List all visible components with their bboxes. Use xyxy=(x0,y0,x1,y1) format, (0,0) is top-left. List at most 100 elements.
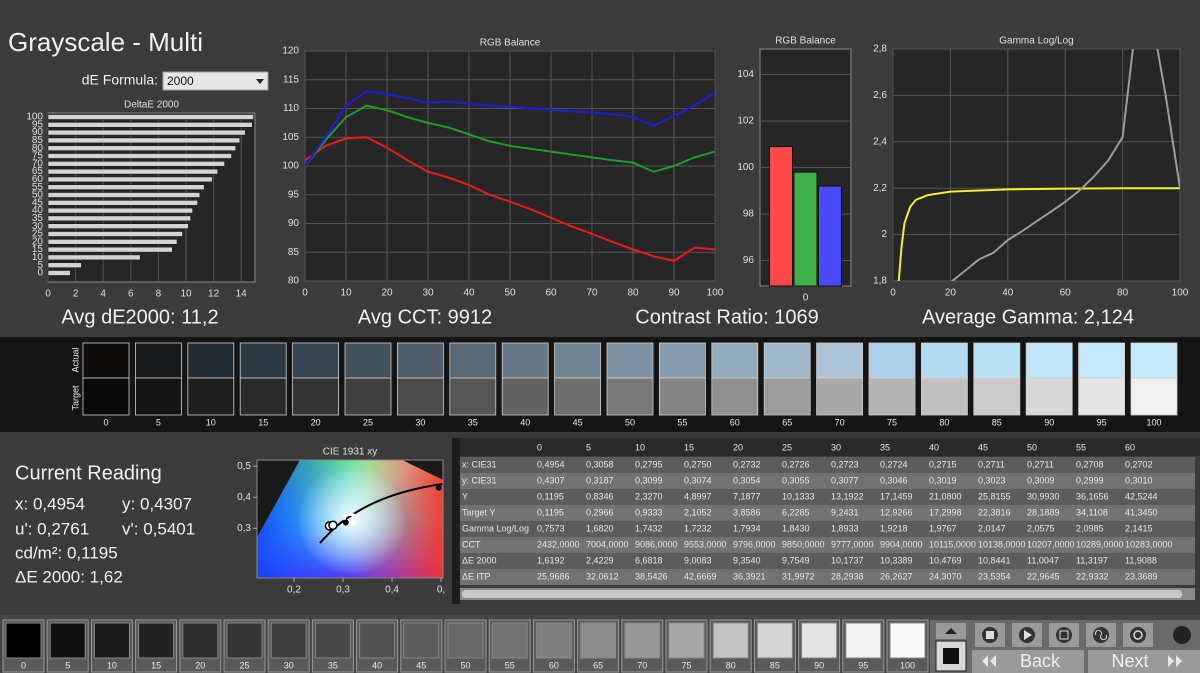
target-swatch xyxy=(711,377,759,416)
next-label[interactable]: Next xyxy=(1111,651,1148,671)
patch-color[interactable] xyxy=(226,622,263,659)
patch-label[interactable]: 20 xyxy=(195,660,205,670)
patch-label[interactable]: 30 xyxy=(284,660,294,670)
table-cell: 2,3270 xyxy=(635,491,663,501)
patch-label[interactable]: 45 xyxy=(416,660,426,670)
patch-button[interactable]: 70 xyxy=(621,619,664,673)
patch-button[interactable]: 40 xyxy=(356,619,399,673)
patch-color[interactable] xyxy=(314,622,351,659)
patch-label[interactable]: 85 xyxy=(770,660,780,670)
dropdown-value[interactable]: 2000 xyxy=(167,74,194,88)
patch-color[interactable] xyxy=(624,622,661,659)
patch-label[interactable]: 100 xyxy=(900,660,915,670)
patch-color[interactable] xyxy=(403,622,440,659)
patch-label[interactable]: 40 xyxy=(372,660,382,670)
patch-button[interactable]: 0 xyxy=(2,619,45,673)
patch-color[interactable] xyxy=(845,622,882,659)
patch-button[interactable]: 10 xyxy=(90,619,133,673)
patch-button[interactable]: 5 xyxy=(46,619,89,673)
actual-swatch xyxy=(239,342,287,379)
bar xyxy=(47,270,71,276)
patch-label[interactable]: 0 xyxy=(21,660,26,670)
table-row xyxy=(460,489,1195,505)
patch-color[interactable] xyxy=(182,622,219,659)
table-header-bg xyxy=(460,438,1200,456)
patch-button[interactable]: 65 xyxy=(577,619,620,673)
actual-swatch xyxy=(292,342,340,379)
table-cell: 4,8997 xyxy=(684,491,712,501)
patch-label[interactable]: 5 xyxy=(65,660,70,670)
patch-button[interactable]: 100 xyxy=(886,619,929,673)
patch-button[interactable]: 35 xyxy=(311,619,354,673)
patch-label[interactable]: 80 xyxy=(726,660,736,670)
patch-label[interactable]: 75 xyxy=(681,660,691,670)
table-cell: 9,7549 xyxy=(782,555,810,565)
formula-dropdown[interactable]: 2000 xyxy=(162,71,269,91)
patch-color[interactable] xyxy=(270,622,307,659)
x-tick-label: 0 xyxy=(45,289,51,300)
patch-button[interactable]: 45 xyxy=(400,619,443,673)
patch-button[interactable]: 95 xyxy=(842,619,885,673)
patch-color[interactable] xyxy=(889,622,926,659)
patch-color[interactable] xyxy=(668,622,705,659)
patch-button[interactable]: 85 xyxy=(753,619,796,673)
patch-button[interactable]: 90 xyxy=(798,619,841,673)
patch-label[interactable]: 70 xyxy=(637,660,647,670)
patch-color[interactable] xyxy=(49,622,86,659)
patch-label[interactable]: 25 xyxy=(239,660,249,670)
patch-button[interactable]: 50 xyxy=(444,619,487,673)
x-tick-label: 0, xyxy=(437,585,445,596)
patch-color[interactable] xyxy=(535,622,572,659)
patch-color[interactable] xyxy=(712,622,749,659)
patch-label[interactable]: 10 xyxy=(107,660,117,670)
scrollbar-thumb[interactable] xyxy=(462,590,1182,598)
actual-swatch xyxy=(816,342,863,379)
target-swatch xyxy=(973,377,1021,416)
table-cell: 6,2285 xyxy=(782,507,810,517)
patch-color[interactable] xyxy=(359,622,396,659)
dropdown-box[interactable] xyxy=(162,71,269,91)
patch-label[interactable]: 65 xyxy=(593,660,603,670)
patch-button[interactable]: 25 xyxy=(223,619,266,673)
patch-label[interactable]: 60 xyxy=(549,660,559,670)
swatch-label: 55 xyxy=(677,417,687,427)
patch-color[interactable] xyxy=(580,622,617,659)
target-label: Target xyxy=(70,385,80,411)
patch-color[interactable] xyxy=(93,622,130,659)
patch-label[interactable]: 15 xyxy=(151,660,161,670)
reading-title: Current Reading xyxy=(15,462,162,484)
table-cell: 1,8933 xyxy=(831,523,859,533)
patch-label[interactable]: 90 xyxy=(814,660,824,670)
next-button[interactable] xyxy=(1088,650,1200,673)
actual-swatch xyxy=(973,342,1021,379)
column-header: 10 xyxy=(635,442,645,452)
patch-label[interactable]: 55 xyxy=(505,660,515,670)
patch-color[interactable] xyxy=(5,622,42,659)
patch-color[interactable] xyxy=(447,622,484,659)
back-label[interactable]: Back xyxy=(1020,651,1061,671)
target-swatch xyxy=(921,377,968,416)
patch-label[interactable]: 50 xyxy=(460,660,470,670)
y-tick-label: 110 xyxy=(283,103,299,114)
patch-button[interactable]: 20 xyxy=(179,619,222,673)
patch-button[interactable]: 75 xyxy=(665,619,708,673)
power-icon[interactable] xyxy=(1173,626,1191,644)
summary-de: Avg dE2000: 11,2 xyxy=(61,306,218,328)
patch-button[interactable]: 15 xyxy=(135,619,178,673)
swatch-label: 10 xyxy=(206,417,216,427)
patch-color[interactable] xyxy=(756,622,793,659)
patch-button[interactable]: 55 xyxy=(488,619,531,673)
patch-button[interactable]: 80 xyxy=(709,619,752,673)
patch-color[interactable] xyxy=(138,622,175,659)
x-tick-label: 4 xyxy=(100,289,106,300)
back-button[interactable] xyxy=(972,650,1084,673)
patch-button[interactable]: 60 xyxy=(532,619,575,673)
x-tick-label: 80 xyxy=(1117,288,1129,299)
y-tick-label: 50 xyxy=(32,190,44,201)
patch-button[interactable]: 30 xyxy=(267,619,310,673)
patch-color[interactable] xyxy=(801,622,838,659)
patch-label[interactable]: 95 xyxy=(858,660,868,670)
patch-color[interactable] xyxy=(491,622,528,659)
target-swatch xyxy=(82,377,130,416)
patch-label[interactable]: 35 xyxy=(328,660,338,670)
